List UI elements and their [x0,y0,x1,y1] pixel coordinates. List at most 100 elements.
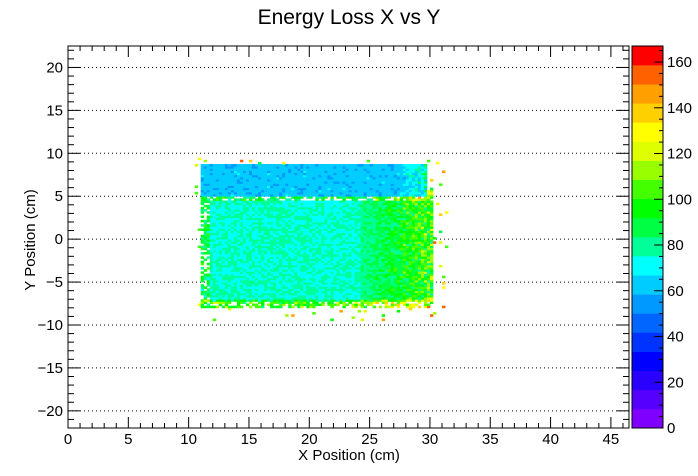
heatmap-cell [324,189,328,193]
heatmap-cell [215,290,220,294]
heatmap-cell [297,198,301,201]
heatmap-cell [206,284,211,287]
heatmap-cell [366,297,371,300]
heatmap-cell [339,301,343,304]
heatmap-cell [390,181,395,184]
heatmap-cell [387,183,392,186]
heatmap-cell [351,269,355,272]
heatmap-cell [393,204,398,208]
heatmap-cell [209,262,214,266]
heatmap-cell [345,241,349,244]
heatmap-cell [426,226,431,229]
heatmap-cell [366,217,371,221]
heatmap-cell [399,168,404,171]
heatmap-cell [387,237,392,240]
heatmap-cell [369,198,374,201]
heatmap-cell [372,164,377,167]
heatmap-cell [408,234,413,238]
heatmap-cell [221,234,226,238]
heatmap-cell [363,284,367,287]
heatmap-cell [357,221,361,225]
heatmap-cell [209,170,214,174]
heatmap-cell [245,286,250,289]
heatmap-cell [245,277,250,281]
heatmap-cell [402,239,407,242]
heatmap-cell [396,224,401,227]
heatmap-cell [363,168,367,171]
heatmap-cell [369,226,374,229]
heatmap-cell [200,234,205,238]
heatmap-cell [236,299,241,302]
heatmap-cell [270,252,274,255]
heatmap-cell [393,187,398,191]
heatmap-cell [306,209,310,212]
heatmap-cell [420,245,425,249]
heatmap-cell [300,206,304,210]
heatmap-cell [276,273,280,277]
heatmap-cell [245,200,250,204]
heatmap-cell [312,174,316,178]
heatmap-cell [423,299,428,302]
heatmap-cell [294,239,298,242]
heatmap-cell [399,219,404,223]
heatmap-cell [279,277,283,281]
heatmap-cell [285,168,289,171]
heatmap-cell [248,234,253,238]
heatmap-cell [279,264,283,268]
heatmap-cell [321,194,325,197]
heatmap-cell [321,241,325,244]
heatmap-cell [242,249,247,253]
heatmap-cell [248,299,253,302]
heatmap-cell [327,211,331,214]
heatmap-cell [245,228,250,231]
heatmap-cell [212,260,217,264]
heatmap-cell [399,254,404,257]
heatmap-cell [209,221,214,225]
heatmap-cell [267,252,271,255]
heatmap-cell [390,200,395,204]
heatmap-cell [245,269,250,272]
heatmap-cell [423,168,428,171]
heatmap-cell [366,230,371,234]
heatmap-cell [429,249,434,253]
heatmap-cell [342,252,346,255]
heatmap-cell [393,230,398,234]
heatmap-cell [303,273,307,277]
heatmap-cell [221,277,226,281]
heatmap-cell [306,294,310,298]
heatmap-cell [315,224,319,227]
heatmap-cell [258,237,262,240]
heatmap-cell [381,194,386,197]
heatmap-cell [324,262,328,266]
heatmap-cell [276,172,280,176]
heatmap-cell [348,174,352,178]
heatmap-cell [279,297,283,300]
heatmap-cell [357,237,361,240]
heatmap-cell [426,219,431,223]
heatmap-cell [218,294,223,298]
heatmap-cell [279,252,283,255]
heatmap-cell [212,164,217,167]
heatmap-cell [333,258,337,262]
heatmap-cell [405,247,410,251]
heatmap-cell [345,273,349,277]
heatmap-cell [242,279,247,283]
heatmap-cell [212,282,217,285]
heatmap-cell [255,232,259,236]
heatmap-cell [381,267,386,270]
heatmap-cell [324,245,328,249]
heatmap-cell [339,168,343,171]
heatmap-cell [294,258,298,262]
heatmap-cell [285,221,289,225]
heatmap-cell [261,228,265,231]
heatmap-cell [366,234,371,238]
heatmap-cell [291,211,295,214]
heatmap-cell [366,277,371,281]
heatmap-cell [276,269,280,272]
heatmap-cell [375,206,380,210]
heatmap-cell [206,252,211,255]
heatmap-cell [300,196,304,199]
heatmap-cell [414,264,419,268]
heatmap-cell [357,264,361,268]
heatmap-cell [390,277,395,281]
